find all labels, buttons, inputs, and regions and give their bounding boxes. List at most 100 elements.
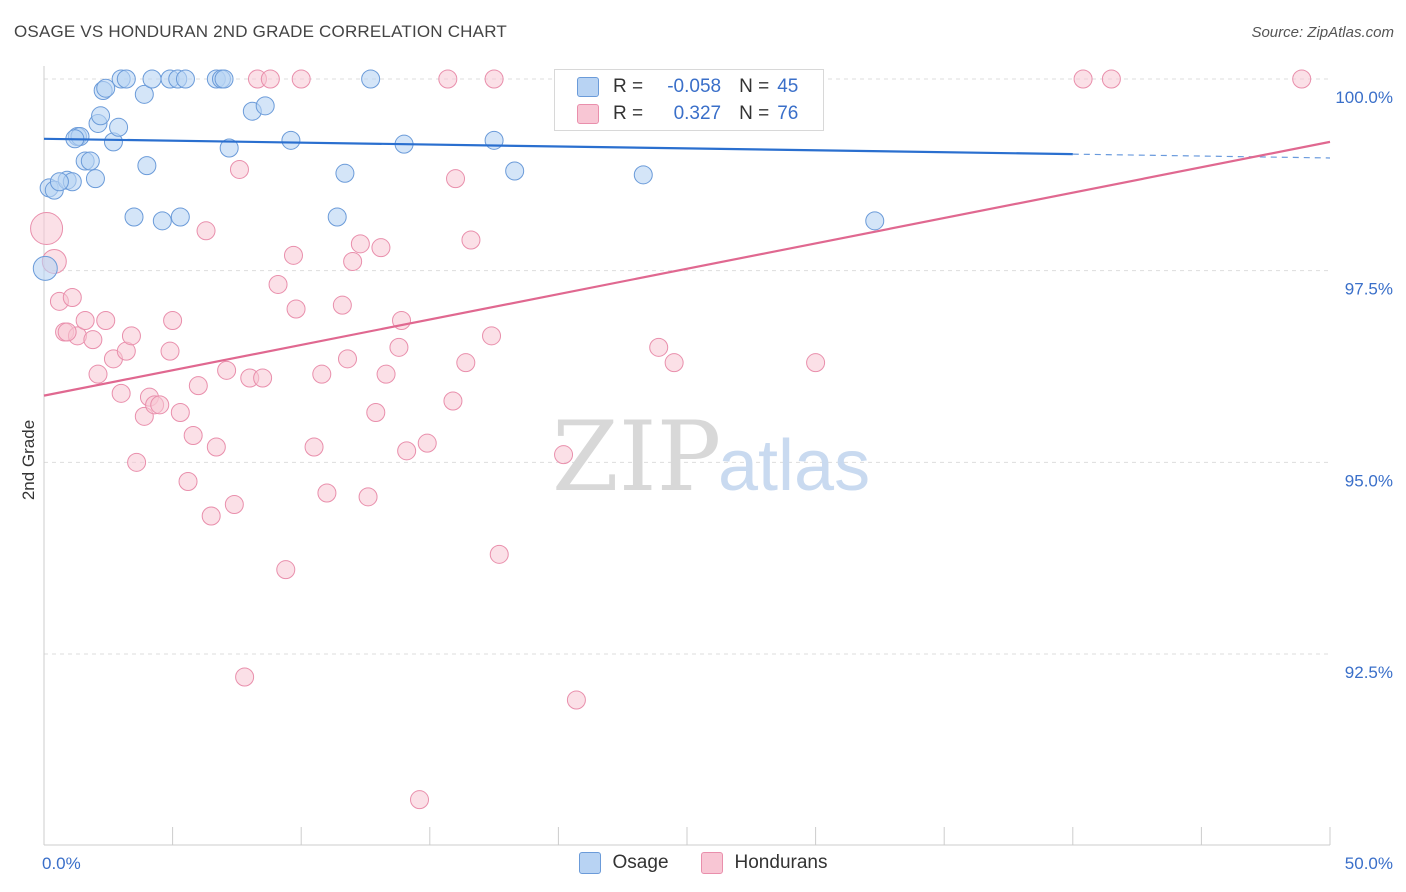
correlation-legend: R = -0.058 N = 45 R = 0.327 N = 76	[554, 69, 824, 131]
hondurans-point	[438, 69, 458, 89]
hondurans-point	[343, 251, 363, 271]
hondurans-point	[286, 299, 306, 319]
y-tick-label: 100.0%	[1335, 88, 1393, 107]
hondurans-point	[201, 506, 221, 526]
source-label: Source: ZipAtlas.com	[1251, 24, 1394, 41]
hondurans-point	[163, 311, 183, 330]
hondurans-point	[150, 395, 170, 415]
osage-point	[134, 84, 154, 104]
watermark-atlas: atlas	[718, 426, 870, 506]
osage-point	[109, 117, 129, 137]
osage-swatch	[577, 77, 599, 97]
osage-point	[170, 207, 190, 227]
legend-row-hondurans: R = 0.327 N = 76	[577, 102, 798, 126]
hondurans-point	[121, 326, 141, 346]
osage-point	[80, 151, 100, 171]
hondurans-point	[482, 326, 502, 346]
hondurans-swatch	[577, 104, 599, 124]
hondurans-point	[1073, 69, 1093, 89]
osage-point	[214, 69, 234, 89]
hondurans-point	[332, 295, 352, 315]
osage-point	[32, 255, 58, 281]
hondurans-point	[224, 495, 244, 514]
hondurans-point	[371, 238, 391, 258]
x-tick-label: 50.0%	[1345, 854, 1393, 873]
y-axis-label: 2nd Grade	[19, 420, 38, 500]
hondurans-point	[397, 441, 417, 461]
hondurans-point	[566, 690, 586, 710]
legend-item-osage[interactable]: Osage	[578, 852, 669, 874]
hondurans-point	[337, 349, 357, 369]
series-osage-points	[32, 69, 885, 281]
osage-point	[865, 211, 885, 231]
hondurans-point	[376, 364, 396, 384]
hondurans-point	[410, 790, 430, 810]
hondurans-point	[217, 360, 237, 380]
hondurans-point	[62, 288, 82, 307]
hondurans-point	[127, 452, 147, 472]
hondurans-point	[196, 221, 216, 241]
osage-point	[505, 161, 525, 181]
legend-row-osage: R = -0.058 N = 45	[577, 75, 798, 99]
osage-point	[124, 207, 144, 227]
hondurans-point	[350, 234, 370, 254]
osage-point	[335, 163, 355, 183]
legend-r-label: R =	[613, 103, 644, 124]
osage-point	[116, 69, 136, 89]
osage-point	[219, 138, 239, 158]
osage-point	[137, 156, 157, 176]
hondurans-point	[489, 544, 509, 564]
hondurans-point	[443, 391, 463, 411]
legend-label-hondurans: Hondurans	[734, 852, 828, 873]
legend-n-value: 76	[777, 103, 799, 124]
hondurans-swatch	[700, 852, 723, 874]
hondurans-point	[276, 560, 296, 580]
x-tick-label: 0.0%	[42, 854, 81, 873]
legend-r-value: 0.327	[673, 103, 722, 124]
osage-point	[175, 69, 195, 89]
hondurans-point	[291, 69, 311, 89]
osage-point	[281, 130, 301, 150]
hondurans-point	[160, 341, 180, 361]
osage-point	[49, 172, 69, 192]
osage-point	[96, 78, 116, 98]
legend-r-label: R =	[613, 76, 644, 97]
hondurans-point	[30, 212, 64, 245]
trend-lines	[43, 137, 1331, 397]
hondurans-point	[183, 426, 203, 445]
hondurans-point	[456, 353, 476, 373]
hondurans-trend-line	[43, 140, 1331, 397]
hondurans-point	[229, 159, 249, 179]
legend-label-osage: Osage	[612, 852, 669, 873]
hondurans-point	[96, 311, 116, 330]
hondurans-point	[554, 445, 574, 465]
legend-n-label: N =	[739, 103, 770, 124]
hondurans-point	[664, 353, 684, 373]
hondurans-point	[358, 487, 378, 507]
hondurans-point	[317, 483, 337, 503]
hondurans-point	[75, 311, 95, 330]
osage-swatch	[578, 852, 601, 874]
osage-point	[255, 96, 275, 116]
hondurans-point	[111, 383, 131, 403]
y-tick-label: 97.5%	[1345, 280, 1393, 299]
hondurans-point	[417, 433, 437, 453]
y-tick-label: 92.5%	[1345, 663, 1393, 682]
osage-point	[91, 106, 111, 126]
legend-r-value: -0.058	[667, 76, 722, 97]
chart-title: OSAGE VS HONDURAN 2ND GRADE CORRELATION …	[14, 22, 507, 41]
hondurans-point	[649, 337, 669, 357]
hondurans-point	[268, 274, 288, 294]
series-legend: Osage Hondurans	[0, 852, 1406, 874]
hondurans-point	[178, 472, 198, 491]
osage-trend-extension	[1072, 153, 1331, 159]
hondurans-point	[1292, 69, 1312, 89]
legend-item-hondurans[interactable]: Hondurans	[700, 852, 828, 874]
osage-point	[361, 69, 381, 89]
hondurans-point	[446, 169, 466, 189]
hondurans-point	[57, 322, 77, 342]
watermark-zip: ZIP	[552, 401, 721, 513]
osage-point	[327, 207, 347, 227]
hondurans-point	[283, 245, 303, 265]
